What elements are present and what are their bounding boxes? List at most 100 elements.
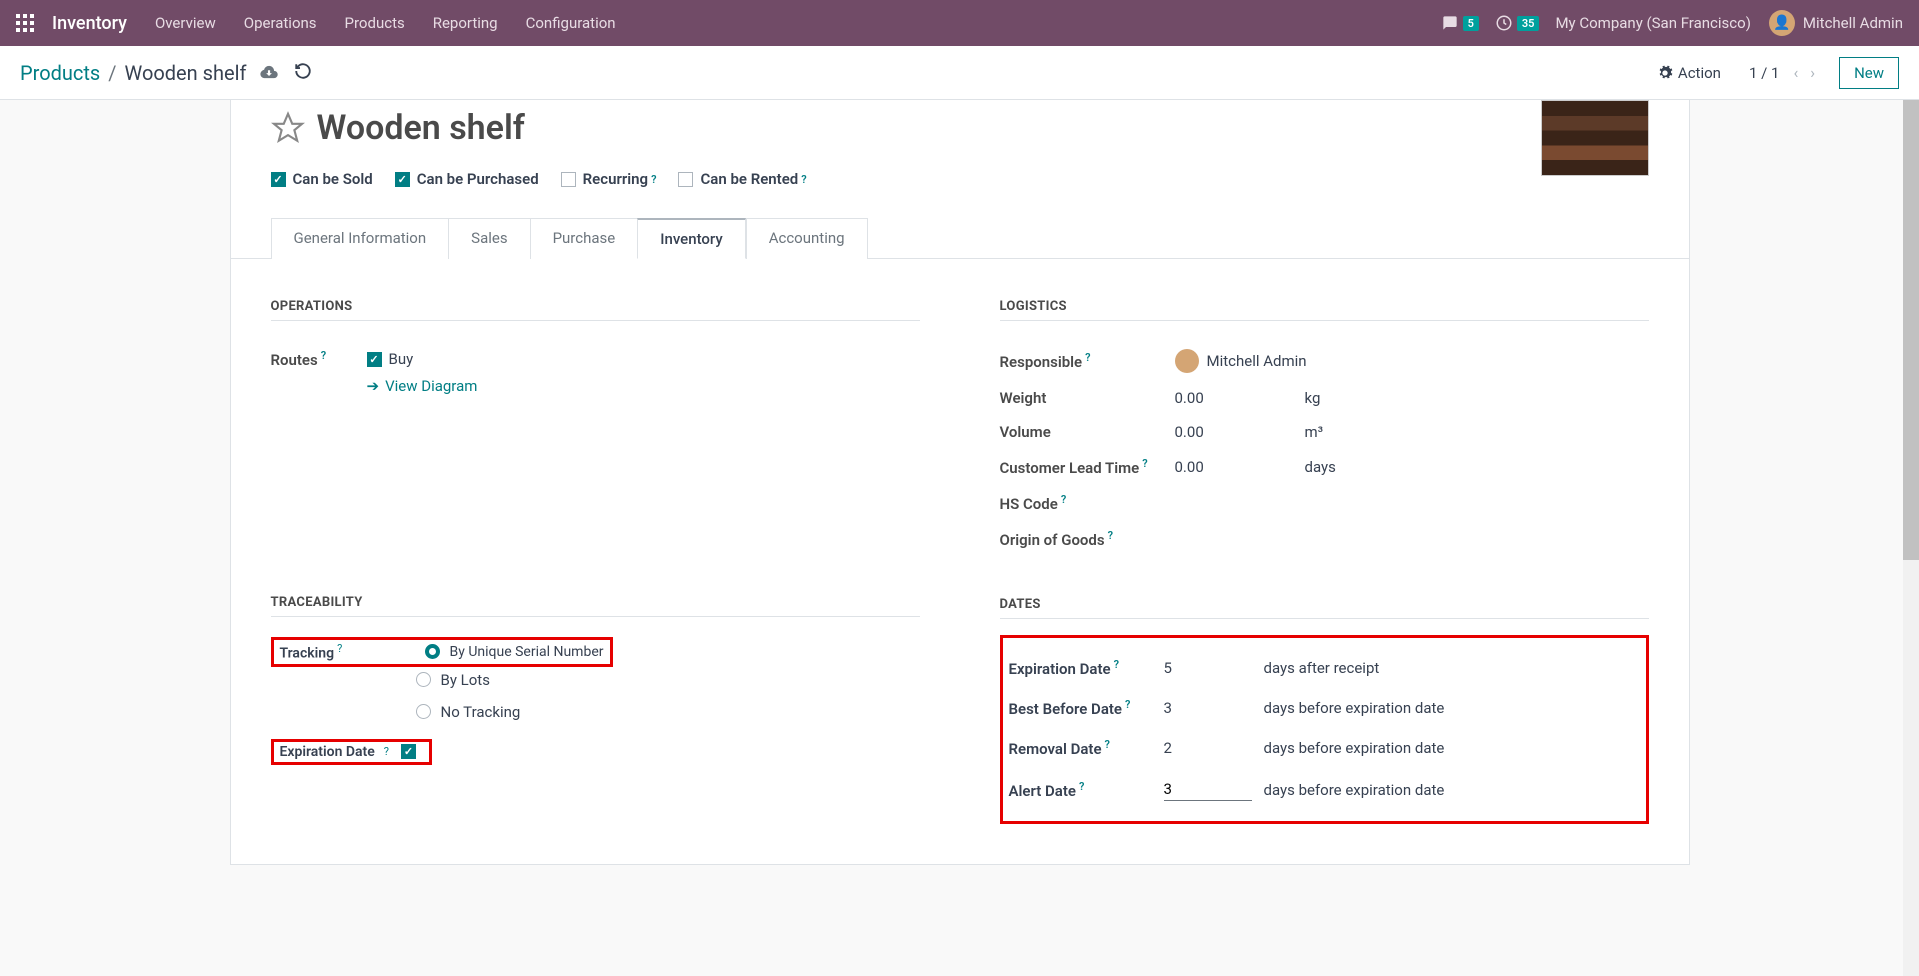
weight-value[interactable]: 0.00 [1175,389,1305,407]
activities-badge: 35 [1517,16,1540,31]
messages-button[interactable]: 5 [1441,15,1479,31]
breadcrumb-products[interactable]: Products [20,61,100,85]
expiration-date-value[interactable]: 5 [1164,659,1264,677]
new-button[interactable]: New [1839,57,1899,89]
left-column: OPERATIONS Routes? Buy ➔ View Diagram TR… [271,299,920,824]
responsible-label: Responsible? [1000,351,1175,371]
lead-time-value[interactable]: 0.00 [1175,458,1305,476]
best-before-label: Best Before Date? [1009,698,1164,718]
best-before-desc: days before expiration date [1264,699,1445,717]
logistics-title: LOGISTICS [1000,299,1649,321]
clock-icon [1495,14,1513,32]
tracking-lots-radio[interactable]: By Lots [271,671,920,689]
product-image[interactable] [1541,100,1649,176]
view-diagram-link[interactable]: ➔ View Diagram [367,377,920,395]
controlbar: Products / Wooden shelf Action 1 / 1 ‹ ›… [0,46,1919,100]
alert-date-input[interactable] [1164,778,1252,801]
tab-accounting[interactable]: Accounting [746,218,868,259]
help-icon[interactable]: ? [337,642,342,655]
routes-label: Routes? [271,349,367,369]
route-buy-checkbox[interactable]: Buy [367,350,414,368]
menu-operations[interactable]: Operations [244,14,317,32]
help-icon[interactable]: ? [651,173,656,186]
help-icon[interactable]: ? [1105,738,1110,751]
messages-badge: 5 [1463,16,1479,31]
help-icon[interactable]: ? [801,173,806,186]
pager-prev[interactable]: ‹ [1787,59,1804,86]
help-icon[interactable]: ? [1085,351,1090,364]
help-icon[interactable]: ? [1114,658,1119,671]
alert-date-label: Alert Date? [1009,780,1164,800]
action-button[interactable]: Action [1657,64,1721,82]
discard-icon[interactable] [294,62,312,84]
weight-unit: kg [1305,389,1321,407]
menu-reporting[interactable]: Reporting [433,14,498,32]
help-icon[interactable]: ? [1108,529,1113,542]
best-before-value[interactable]: 3 [1164,699,1264,717]
recurring-checkbox[interactable]: Recurring? [561,170,657,188]
weight-label: Weight [1000,389,1175,407]
product-title[interactable]: Wooden shelf [317,108,525,148]
tracking-label: Tracking [280,646,335,662]
activities-button[interactable]: 35 [1495,14,1540,32]
app-name[interactable]: Inventory [52,13,127,34]
responsible-value[interactable]: Mitchell Admin [1175,349,1649,373]
breadcrumb: Products / Wooden shelf [20,61,246,85]
volume-label: Volume [1000,423,1175,441]
scrollbar[interactable] [1903,100,1919,976]
tab-sales[interactable]: Sales [448,218,530,259]
removal-date-desc: days before expiration date [1264,739,1445,757]
expiration-date-label: Expiration Date [280,744,375,760]
dates-title: DATES [1000,597,1649,619]
breadcrumb-sep: / [108,61,116,85]
menu-products[interactable]: Products [345,14,405,32]
expiration-highlight: Expiration Date? [271,739,432,765]
topbar: Inventory Overview Operations Products R… [0,0,1919,46]
tracking-none-radio[interactable]: No Tracking [271,703,920,721]
gear-icon [1657,65,1673,81]
expiration-date-label: Expiration Date? [1009,658,1164,678]
avatar: 👤 [1769,10,1795,36]
menu-overview[interactable]: Overview [155,14,216,32]
help-icon[interactable]: ? [321,349,326,362]
expiration-date-checkbox[interactable] [401,744,423,759]
tracking-highlight: Tracking? By Unique Serial Number [271,637,613,667]
hs-code-label: HS Code? [1000,493,1175,513]
help-icon[interactable]: ? [1125,698,1130,711]
tab-purchase[interactable]: Purchase [530,218,639,259]
pager[interactable]: 1 / 1 [1749,64,1780,82]
favorite-star-icon[interactable] [271,111,305,145]
tab-general[interactable]: General Information [271,218,450,259]
avatar [1175,349,1199,373]
traceability-title: TRACEABILITY [271,595,920,617]
help-icon[interactable]: ? [384,745,389,758]
removal-date-value[interactable]: 2 [1164,739,1264,757]
can-be-purchased-checkbox[interactable]: Can be Purchased [395,170,539,188]
pager-next[interactable]: › [1804,59,1821,86]
cloud-save-icon[interactable] [260,63,280,83]
help-icon[interactable]: ? [1142,457,1147,470]
tabs: General Information Sales Purchase Inven… [231,218,1689,259]
right-column: LOGISTICS Responsible? Mitchell Admin We… [1000,299,1649,824]
volume-unit: m³ [1305,423,1324,441]
apps-icon[interactable] [16,14,34,32]
user-name: Mitchell Admin [1803,14,1903,32]
lead-time-unit: days [1305,458,1336,476]
user-menu[interactable]: 👤 Mitchell Admin [1769,10,1903,36]
action-label: Action [1678,64,1721,82]
arrow-right-icon: ➔ [367,377,380,395]
dates-highlight: Expiration Date? 5 days after receipt Be… [1000,635,1649,824]
tab-inventory[interactable]: Inventory [637,218,745,259]
form-sheet: Wooden shelf Can be Sold Can be Purchase… [230,100,1690,865]
company-selector[interactable]: My Company (San Francisco) [1555,14,1750,32]
lead-time-label: Customer Lead Time? [1000,457,1175,477]
menu-configuration[interactable]: Configuration [526,14,616,32]
help-icon[interactable]: ? [1061,493,1066,506]
can-be-sold-checkbox[interactable]: Can be Sold [271,170,373,188]
tracking-serial-radio[interactable]: By Unique Serial Number [425,644,604,660]
volume-value[interactable]: 0.00 [1175,423,1305,441]
expiration-date-desc: days after receipt [1264,659,1380,677]
can-be-rented-checkbox[interactable]: Can be Rented? [678,170,806,188]
product-options: Can be Sold Can be Purchased Recurring? … [271,170,1649,188]
help-icon[interactable]: ? [1079,780,1084,793]
